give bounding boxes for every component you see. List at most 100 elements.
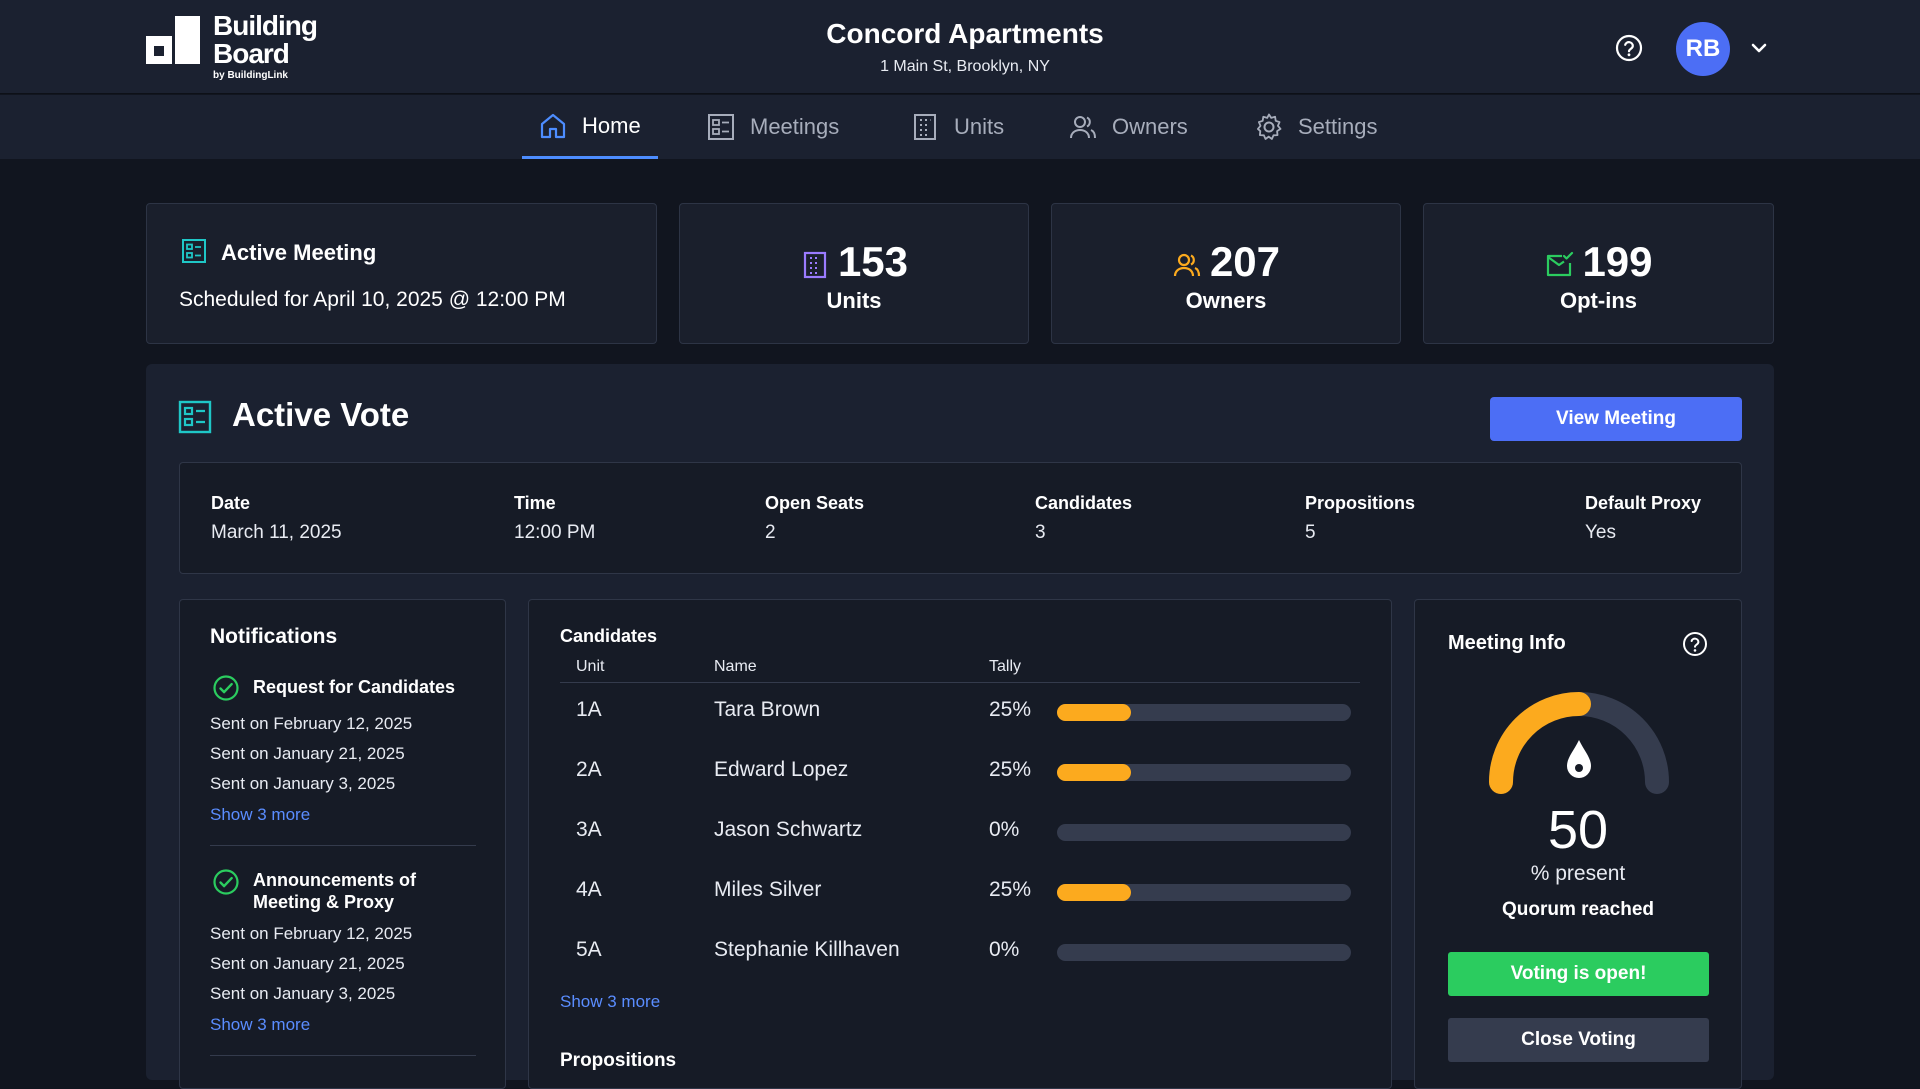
check-circle-icon [213, 869, 239, 895]
owners-stat-value: 207 [1052, 238, 1400, 286]
candidate-row[interactable]: 1A Tara Brown 25% [529, 696, 1391, 756]
optins-count: 199 [1582, 238, 1653, 285]
candidate-row[interactable]: 2A Edward Lopez 25% [529, 756, 1391, 816]
candidate-unit: 5A [576, 938, 602, 961]
candidate-unit: 2A [576, 758, 602, 781]
users-icon [1173, 253, 1201, 277]
check-circle-icon [213, 675, 239, 701]
tab-units-label: Units [954, 114, 1005, 139]
active-meeting-card[interactable]: Active Meeting Scheduled for April 10, 2… [146, 203, 657, 344]
units-count: 153 [837, 238, 909, 285]
info-label: Time [514, 493, 556, 513]
meeting-info-card: Meeting Info 50 % present Quorum reached… [1414, 599, 1742, 1089]
info-label: Default Proxy [1585, 493, 1702, 513]
tab-units[interactable]: Units [894, 95, 1020, 159]
notification-sent: Sent on February 12, 2025 [210, 714, 413, 733]
candidate-tally: 0% [989, 938, 1020, 961]
home-icon [540, 113, 566, 138]
building-icon [914, 114, 936, 140]
info-label: Open Seats [765, 493, 865, 513]
candidate-row[interactable]: 3A Jason Schwartz 0% [529, 816, 1391, 876]
tab-home[interactable]: Home [522, 95, 658, 159]
candidate-tally: 25% [989, 878, 1032, 901]
column-header-tally: Tally [989, 658, 1022, 675]
tally-bar-track [1057, 884, 1351, 901]
close-voting-button[interactable]: Close Voting [1448, 1018, 1709, 1062]
meeting-icon [182, 239, 206, 263]
notification-sent: Sent on January 21, 2025 [210, 954, 405, 973]
tab-owners[interactable]: Owners [1052, 95, 1204, 159]
candidates-title: Candidates [560, 626, 658, 646]
gear-icon [1257, 113, 1282, 140]
units-stat-card[interactable]: 153 Units [679, 203, 1029, 344]
notifications-card: Notifications Request for Candidates Sen… [179, 599, 506, 1089]
candidates-card: Candidates Unit Name Tally 1A Tara Brown 2… [528, 599, 1392, 1089]
notification-sent: Sent on February 12, 2025 [210, 924, 413, 943]
building-icon [803, 251, 827, 279]
show-more-link[interactable]: Show 3 more [210, 1015, 311, 1034]
candidate-row[interactable]: 5A Stephanie Killhaven 0% [529, 936, 1391, 996]
optins-stat-label: Opt-ins [1560, 288, 1637, 313]
info-value: Yes [1585, 522, 1616, 543]
candidate-tally: 25% [989, 698, 1032, 721]
quorum-value: 50 [1547, 800, 1609, 860]
meeting-info-title: Meeting Info [1448, 632, 1566, 654]
tally-bar-track [1057, 704, 1351, 721]
active-meeting-schedule: Scheduled for April 10, 2025 @ 12:00 PM [179, 288, 566, 311]
notifications-title: Notifications [210, 625, 338, 648]
top-header: Building Board by BuildingLink Concord A… [0, 0, 1920, 94]
main-nav: Home Meetings Units Owners Settings [0, 95, 1920, 159]
users-icon [1070, 116, 1096, 139]
tab-meetings[interactable]: Meetings [690, 95, 855, 159]
view-meeting-button[interactable]: View Meeting [1490, 397, 1742, 441]
notification-sent: Sent on January 3, 2025 [210, 774, 396, 793]
info-value: March 11, 2025 [211, 522, 342, 543]
help-icon[interactable] [1614, 33, 1644, 63]
brand-logo[interactable]: Building Board by BuildingLink [146, 10, 326, 84]
tab-settings[interactable]: Settings [1238, 95, 1394, 159]
optins-stat-card[interactable]: 199 Opt-ins [1423, 203, 1774, 344]
tab-owners-label: Owners [1112, 114, 1188, 139]
divider [210, 1055, 476, 1056]
help-icon[interactable] [1681, 630, 1709, 658]
vote-info-strip: Date March 11, 2025 Time 12:00 PM Open S… [179, 462, 1742, 574]
info-open-seats: Open Seats 2 [765, 493, 864, 544]
notification-sent: Sent on January 21, 2025 [210, 744, 405, 763]
vote-icon [178, 400, 212, 434]
notification-title-line: Meeting & Proxy [253, 892, 395, 912]
candidate-unit: 1A [576, 698, 602, 721]
active-meeting-title: Active Meeting [221, 240, 377, 265]
owners-stat-card[interactable]: 207 Owners [1051, 203, 1401, 344]
show-more-link[interactable]: Show 3 more [210, 805, 311, 824]
units-stat-value: 153 [680, 238, 1028, 286]
candidate-row[interactable]: 4A Miles Silver 25% [529, 876, 1391, 936]
mail-check-icon [1547, 251, 1574, 277]
units-stat-label: Units [826, 288, 882, 313]
candidate-name: Tara Brown [714, 698, 821, 721]
gauge-fill [1489, 692, 1591, 794]
tab-meetings-label: Meetings [750, 114, 840, 139]
show-more-candidates-link[interactable]: Show 3 more [560, 992, 661, 1011]
owners-count: 207 [1209, 238, 1281, 285]
info-propositions: Propositions 5 [1305, 493, 1415, 544]
tab-settings-label: Settings [1298, 114, 1378, 139]
user-avatar[interactable]: RB [1676, 22, 1730, 76]
candidate-tally: 0% [989, 818, 1020, 841]
info-time: Time 12:00 PM [514, 493, 595, 544]
candidate-name: Stephanie Killhaven [714, 938, 900, 961]
info-value: 12:00 PM [514, 522, 596, 543]
info-label: Candidates [1035, 493, 1133, 513]
info-label: Date [211, 493, 251, 513]
notification-sent: Sent on January 3, 2025 [210, 984, 396, 1003]
column-header-unit: Unit [576, 658, 605, 675]
info-value: 5 [1305, 522, 1316, 543]
brand-name: Building Board [213, 10, 318, 69]
candidate-tally: 25% [989, 758, 1032, 781]
owners-stat-label: Owners [1185, 288, 1267, 313]
building-board-logo-icon [146, 16, 200, 64]
header-divider [560, 682, 1360, 683]
chevron-down-icon[interactable] [1748, 38, 1770, 58]
info-default-proxy: Default Proxy Yes [1585, 493, 1701, 544]
quorum-unit: % present [1530, 862, 1626, 885]
propositions-title: Propositions [560, 1050, 677, 1071]
